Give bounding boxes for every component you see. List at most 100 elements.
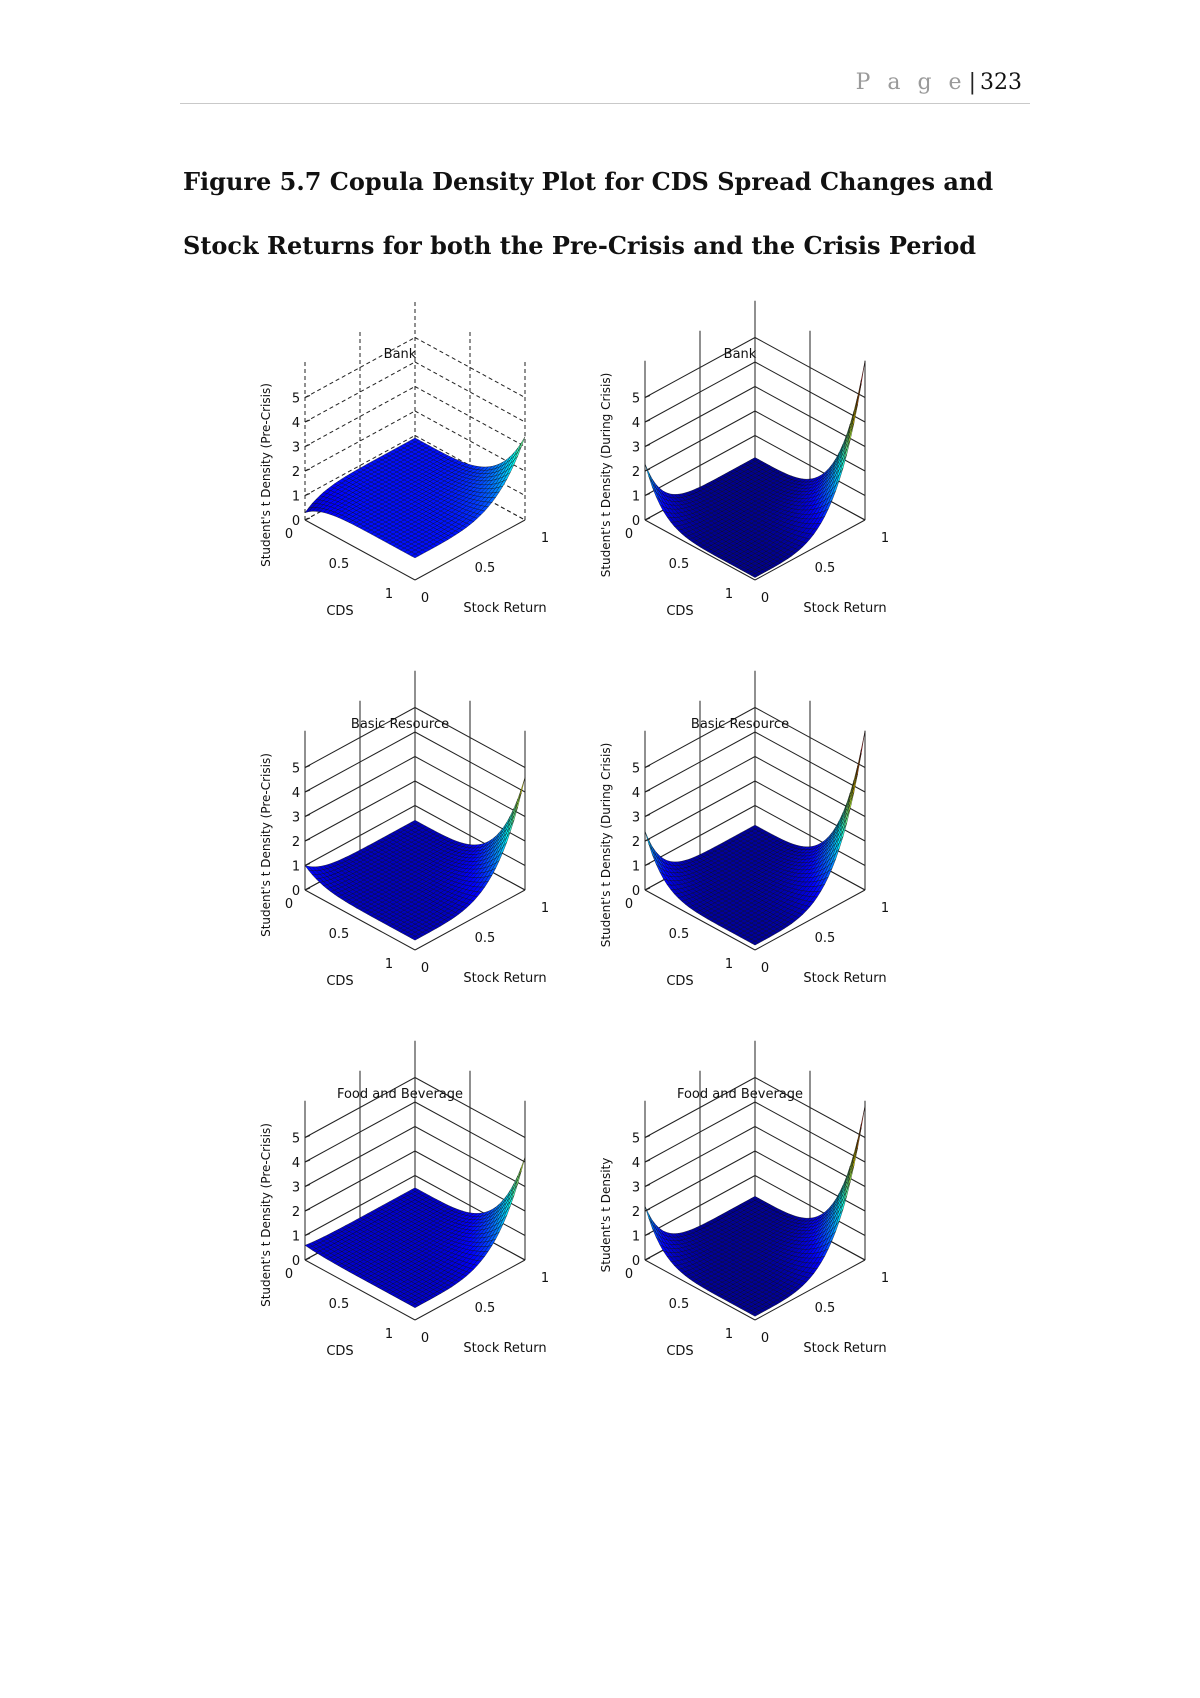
z-tick-mark	[304, 395, 311, 398]
z-tick-label: 2	[292, 835, 300, 850]
z-tick-mark	[644, 765, 651, 768]
cds-tick-label: 1	[385, 1327, 393, 1342]
figure-caption: Figure 5.7 Copula Density Plot for CDS S…	[183, 167, 994, 260]
running-head: P a g e| 323	[856, 70, 1022, 95]
z-tick-label: 0	[292, 884, 300, 899]
stock-return-tick-label: 1	[881, 901, 889, 916]
cds-tick-label: 1	[725, 587, 733, 602]
z-tick-mark	[304, 517, 311, 521]
z-tick-label: 3	[292, 811, 300, 826]
stock-return-axis-label: Stock Return	[463, 1341, 546, 1356]
z-tick-label: 2	[292, 465, 300, 480]
cds-tick-label: 0.5	[329, 1297, 350, 1312]
plot-title: Bank	[384, 347, 417, 362]
stock-return-axis-line	[754, 519, 866, 581]
cds-tick-label: 0.5	[329, 927, 350, 942]
surface-plot-food-beverage-pre-crisis: Food and Beverage 0 1 2 3 4 5 0 0.5 1 0 0.5 1 CDS Stoc…	[240, 1040, 600, 1440]
cds-tick-label: 0.5	[669, 557, 690, 572]
stock-return-tick-label: 0.5	[475, 931, 496, 946]
z-tick-mark	[644, 789, 651, 793]
z-tick-label: 1	[292, 490, 300, 505]
cds-axis-line	[644, 519, 756, 581]
z-axis-label: Student's t Density (During Crisis)	[599, 743, 613, 948]
stock-return-axis-line	[414, 519, 526, 581]
cds-tick-label: 0	[285, 527, 293, 542]
z-tick-mark	[304, 863, 311, 866]
z-tick-mark	[644, 395, 651, 398]
plot-title: Basic Resource	[691, 717, 789, 732]
stock-return-tick-label: 0.5	[815, 931, 836, 946]
z-tick-mark	[304, 468, 311, 472]
stock-return-tick-label: 1	[541, 901, 549, 916]
z-tick-label: 1	[292, 1230, 300, 1245]
surface-patch	[304, 865, 313, 871]
z-tick-mark	[304, 1184, 311, 1187]
z-tick-mark	[304, 1135, 311, 1138]
z-tick-mark	[304, 789, 311, 793]
z-tick-label: 5	[292, 762, 300, 777]
cds-axis-label: CDS	[666, 974, 693, 989]
z-tick-label: 3	[292, 1181, 300, 1196]
surface-patch	[304, 507, 313, 514]
z-tick-label: 0	[292, 1254, 300, 1269]
stock-return-tick-label: 0	[421, 1331, 429, 1346]
z-tick-mark	[304, 419, 311, 423]
page-label: P a g e	[855, 70, 967, 95]
z-tick-label: 3	[292, 441, 300, 456]
cds-tick-label: 0.5	[669, 927, 690, 942]
surface-patch	[517, 436, 526, 453]
cds-tick-label: 0	[625, 897, 633, 912]
stock-return-axis-label: Stock Return	[803, 601, 886, 616]
z-tick-label: 5	[292, 1132, 300, 1147]
z-tick-mark	[644, 838, 651, 842]
z-tick-mark	[644, 493, 651, 496]
stock-return-tick-label: 1	[541, 1271, 549, 1286]
z-tick-label: 5	[632, 762, 640, 777]
stock-return-tick-label: 1	[881, 531, 889, 546]
z-tick-label: 0	[632, 884, 640, 899]
z-tick-mark	[644, 444, 651, 447]
surface-plot-bank-during-crisis: Bank 0 1 2 3 4 5 0 0.5 1 0 0.5 1 CDS Stock Return Stude…	[580, 300, 940, 700]
surface-patch	[644, 463, 653, 483]
z-tick-label: 1	[292, 860, 300, 875]
plot-title: Food and Beverage	[337, 1087, 463, 1102]
stock-return-tick-label: 1	[541, 531, 549, 546]
z-tick-mark	[304, 1159, 311, 1163]
page-number: 323	[980, 70, 1022, 95]
z-axis-label: Student's t Density (Pre-Crisis)	[259, 1123, 273, 1307]
z-tick-mark	[304, 1257, 311, 1261]
cds-tick-label: 1	[725, 957, 733, 972]
z-tick-label: 1	[632, 860, 640, 875]
z-tick-mark	[644, 517, 651, 521]
z-tick-label: 0	[292, 514, 300, 529]
header-rule	[180, 103, 1030, 104]
z-tick-mark	[304, 493, 311, 496]
z-tick-label: 2	[632, 835, 640, 850]
cds-axis-line	[304, 519, 416, 581]
stock-return-axis-line	[414, 1259, 526, 1321]
stock-return-axis-label: Stock Return	[463, 601, 546, 616]
stock-return-axis-line	[754, 889, 866, 951]
surface-plot-bank-pre-crisis: Bank 0 1 2 3 4 5 0 0.5 1 0 0.5 1 CDS Stock Return Stude…	[240, 300, 600, 700]
stock-return-tick-label: 0.5	[815, 561, 836, 576]
stock-return-tick-label: 0	[761, 961, 769, 976]
z-tick-mark	[644, 419, 651, 423]
stock-return-axis-label: Stock Return	[463, 971, 546, 986]
stock-return-axis-label: Stock Return	[803, 971, 886, 986]
plot-title: Bank	[724, 347, 757, 362]
cds-tick-label: 0	[625, 527, 633, 542]
cds-axis-label: CDS	[326, 604, 353, 619]
z-tick-mark	[644, 863, 651, 866]
cds-axis-line	[644, 889, 756, 951]
z-tick-mark	[304, 814, 311, 817]
stock-return-tick-label: 0.5	[475, 561, 496, 576]
density-surface	[304, 436, 526, 559]
z-tick-label: 4	[292, 786, 300, 801]
stock-return-tick-label: 0	[761, 591, 769, 606]
z-tick-mark	[304, 838, 311, 842]
cds-tick-label: 0	[285, 1267, 293, 1282]
